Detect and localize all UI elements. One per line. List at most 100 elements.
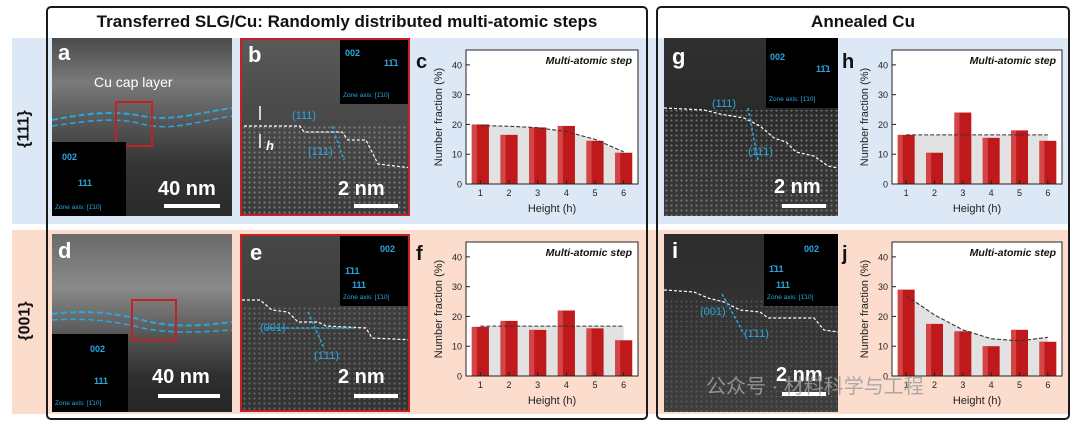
- x-tick-label: 5: [1017, 380, 1022, 390]
- hrtem-image-i: i (001) (1̄11) 002 1̄11 111 Zone axis: […: [664, 234, 838, 412]
- cap-layer-label: Cu cap layer: [94, 74, 173, 90]
- bar-highlight: [1011, 329, 1017, 376]
- scale-label-g: 2 nm: [774, 176, 821, 198]
- y-tick-label: 20: [452, 312, 462, 322]
- spot-label-002: 002: [380, 244, 396, 254]
- y-axis-label: Number fraction (%): [859, 68, 871, 166]
- panel-letter-h: h: [842, 51, 854, 73]
- y-tick-label: 40: [878, 60, 888, 70]
- scale-label-d: 40 nm: [152, 366, 210, 388]
- scale-label-i: 2 nm: [776, 364, 823, 386]
- step-profile-e: [242, 299, 408, 410]
- x-tick-label: 4: [989, 188, 994, 198]
- scale-bar-a: [164, 204, 220, 208]
- bar-highlight: [1039, 140, 1045, 184]
- step-profile-b: [242, 106, 408, 214]
- y-tick-label: 10: [878, 342, 888, 352]
- bar-highlight: [500, 134, 506, 184]
- y-tick-label: 0: [457, 180, 462, 190]
- fft-inset-e: 002 1̄11 111 Zone axis: [1̄10]: [340, 236, 408, 306]
- plane2-label-g: (11̄1): [748, 146, 773, 158]
- x-tick-label: 5: [1017, 188, 1022, 198]
- tem-image-d: d 002 111 Zone axis: [1̄10] 40 nm: [52, 234, 232, 412]
- spot-label-002: 002: [770, 52, 786, 62]
- axes-frame: [465, 241, 639, 377]
- chart-annotation: Multi-atomic step: [546, 247, 633, 259]
- plot-area: [892, 242, 1062, 376]
- bar-highlight: [615, 340, 621, 376]
- right-group-frame: [656, 6, 1070, 420]
- chart-annotation: Multi-atomic step: [970, 55, 1057, 67]
- plane2-label-i: (1̄11): [744, 328, 769, 340]
- spot-label-111: 111: [78, 178, 93, 188]
- x-tick-label: 4: [564, 380, 569, 390]
- zone-axis-label: Zone axis: [1̄10]: [767, 294, 814, 301]
- plot-area: [892, 50, 1062, 184]
- bar-highlight: [529, 127, 535, 184]
- bar-highlight: [500, 320, 506, 376]
- x-tick-label: 4: [564, 188, 569, 198]
- trend-line: [905, 295, 1048, 342]
- bar-chart-c-svg: 0 10 20 30 40 1 2 3 4 5 6 Height (h) Number fraction…: [416, 49, 639, 215]
- x-tick-label: 1: [478, 188, 483, 198]
- spot-label-1-11: 1̄11: [345, 266, 360, 276]
- step-height-h-label: h: [266, 138, 274, 153]
- scale-bar-i: [782, 392, 826, 396]
- scale-bar-g: [782, 204, 826, 208]
- x-tick-label: 3: [960, 380, 965, 390]
- bar-highlight: [529, 329, 535, 376]
- bar-highlight: [926, 323, 932, 376]
- x-tick-label: 1: [904, 188, 909, 198]
- right-group-title: Annealed Cu: [811, 12, 915, 31]
- y-tick-label: 10: [452, 150, 462, 160]
- x-axis-label: Height (h): [528, 203, 576, 215]
- zone-axis-label: Zone axis: [1̄10]: [343, 92, 390, 99]
- scale-bar-e: [354, 394, 398, 398]
- bar-highlight: [615, 152, 621, 184]
- bar-highlight: [897, 134, 903, 184]
- y-tick-label: 10: [878, 150, 888, 160]
- bar-highlight: [557, 310, 563, 376]
- chart-annotation: Multi-atomic step: [970, 247, 1057, 259]
- y-tick-label: 30: [452, 90, 462, 100]
- scale-label-e: 2 nm: [338, 366, 385, 388]
- bar-highlight: [897, 289, 903, 376]
- zone-axis-label: Zone axis: [1̄10]: [769, 96, 816, 103]
- row-label-001: {001}: [16, 301, 34, 341]
- plot-area: [466, 50, 638, 184]
- hrtem-image-g: g (111) (11̄1) 002 11̄1 Zone axis: [1̄10…: [664, 38, 838, 216]
- panel-letter-d: d: [58, 238, 72, 263]
- bar-highlight: [471, 124, 477, 184]
- scale-label-a: 40 nm: [158, 178, 216, 200]
- axes-frame: [891, 241, 1063, 377]
- panel-letter-e: e: [250, 240, 263, 265]
- left-group-title: Transferred SLG/Cu: Randomly distributed…: [96, 12, 598, 31]
- watermark-text: 公众号 · 材料科学与工程: [706, 376, 924, 398]
- zone-axis-label: Zone axis: [1̄10]: [55, 204, 102, 211]
- spot-label-002: 002: [90, 344, 106, 354]
- interface-lines-d: [52, 299, 232, 341]
- x-tick-label: 3: [535, 380, 540, 390]
- y-tick-label: 40: [878, 252, 888, 262]
- x-tick-label: 6: [1045, 380, 1050, 390]
- fft-inset-i: 002 1̄11 111 Zone axis: [1̄10]: [764, 234, 838, 306]
- bar-highlight: [982, 137, 988, 184]
- bar-chart-j: 0 10 20 30 40 1 2 3 4 5 6 Height (h) Number fraction…: [840, 236, 1070, 418]
- scale-bar-d: [158, 394, 220, 398]
- x-tick-label: 5: [592, 380, 597, 390]
- bar-chart-c: 0 10 20 30 40 1 2 3 4 5 6 Height (h) Number fraction…: [414, 44, 646, 226]
- panel-letter-b: b: [248, 42, 262, 67]
- trend-line: [480, 125, 624, 153]
- y-tick-label: 40: [452, 252, 462, 262]
- diffraction-inset-d: 002 111 Zone axis: [1̄10]: [52, 334, 128, 412]
- y-tick-label: 0: [457, 372, 462, 382]
- spot-label-11-1: 11̄1: [384, 58, 399, 68]
- y-axis-label: Number fraction (%): [433, 260, 445, 358]
- spot-label-002: 002: [804, 244, 820, 254]
- panel-letter-g: g: [672, 44, 686, 69]
- zone-axis-label: Zone axis: [1̄10]: [343, 294, 390, 301]
- plane-label-g: (111): [712, 98, 737, 110]
- plane2-label-b: (1̄11): [308, 146, 333, 158]
- x-tick-label: 2: [932, 188, 937, 198]
- spot-label-11-1: 11̄1: [816, 64, 831, 74]
